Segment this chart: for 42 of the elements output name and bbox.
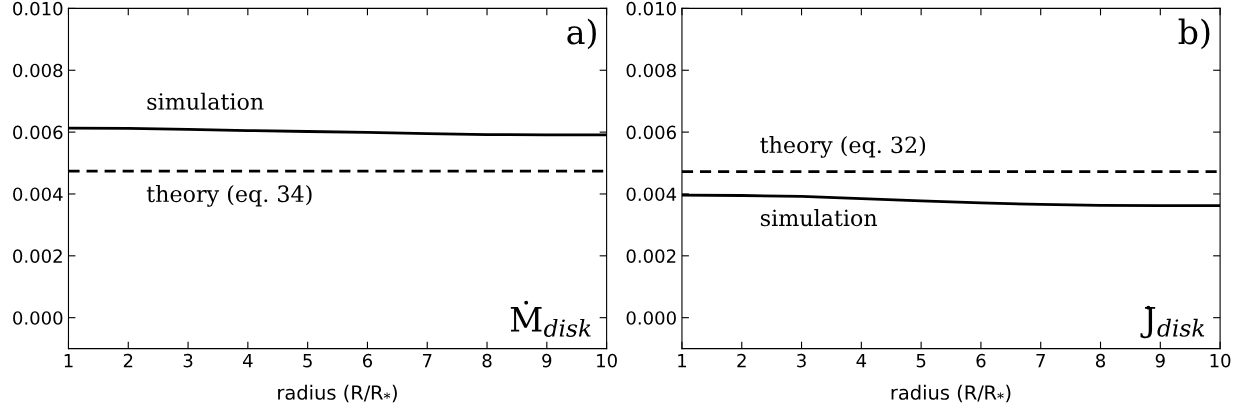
y-tick-label: 0.006 — [13, 125, 63, 140]
y-tick-label: 0.004 — [13, 187, 63, 202]
x-tick-label: 10 — [1210, 353, 1231, 368]
annotation: b) — [1178, 18, 1210, 50]
x-tick-label: 5 — [916, 354, 926, 368]
x-tick-label: 3 — [797, 353, 806, 368]
series-label: simulation — [760, 209, 878, 227]
y-tick-label: 0.000 — [626, 311, 676, 325]
y-tick-label: 0.010 — [13, 1, 63, 16]
x-tick-label: 9 — [542, 353, 552, 368]
annotation: J̇$_{disk}$ — [1140, 305, 1205, 339]
x-tick-label: 1 — [64, 354, 73, 368]
x-tick-label: 7 — [1036, 354, 1045, 368]
x-tick-label: 1 — [678, 354, 687, 368]
y-tick-label: 0.002 — [626, 249, 676, 263]
x-tick-label: 6 — [976, 353, 986, 368]
x-tick-label: 5 — [303, 354, 312, 368]
series-label: simulation — [147, 92, 264, 110]
x-tick-label: 8 — [482, 353, 492, 368]
x-tick-label: 4 — [242, 354, 253, 368]
x-tick-label: 2 — [123, 353, 133, 368]
x-tick-label: 10 — [597, 353, 617, 368]
y-tick-label: 0.008 — [13, 63, 63, 78]
x-tick-label: 4 — [856, 354, 867, 368]
annotation: a) — [567, 18, 596, 50]
x-tick-label: 2 — [737, 353, 746, 368]
series-label: theory (eq. 32) — [760, 135, 926, 158]
series-label: theory (eq. 34) — [146, 184, 312, 207]
x-axis-title: radius (R/R$_{*}$) — [278, 384, 397, 403]
y-tick-label: 0.000 — [13, 311, 63, 325]
y-tick-label: 0.008 — [626, 63, 676, 78]
y-tick-label: 0.006 — [626, 125, 676, 140]
y-tick-label: 0.010 — [626, 1, 676, 16]
x-axis-title: radius (R/R$_{*}$) — [891, 384, 1011, 403]
x-tick-label: 8 — [1095, 353, 1106, 368]
annotation: Ṁ$_{disk}$ — [510, 300, 591, 337]
x-tick-label: 7 — [422, 354, 432, 368]
x-tick-label: 9 — [1155, 353, 1165, 368]
y-tick-label: 0.002 — [13, 249, 62, 263]
x-tick-label: 6 — [362, 353, 373, 368]
y-tick-label: 0.004 — [626, 187, 677, 202]
x-tick-label: 3 — [183, 353, 193, 368]
